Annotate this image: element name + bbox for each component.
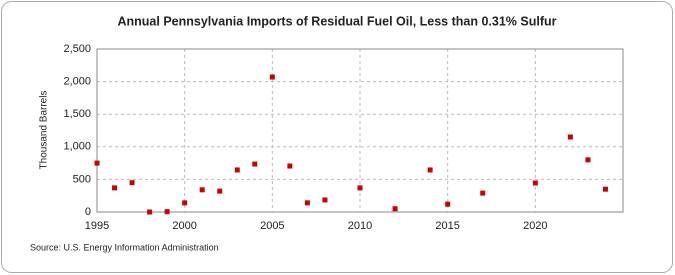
point xyxy=(392,206,398,212)
x-tick-label: 1995 xyxy=(85,220,109,232)
point xyxy=(532,180,538,186)
y-tick-label: 2,500 xyxy=(63,43,91,55)
point xyxy=(129,180,135,186)
y-tick-label: 1,000 xyxy=(63,141,91,153)
y-tick-label: 2,000 xyxy=(63,76,91,88)
y-tick-label: 1,500 xyxy=(63,108,91,120)
point xyxy=(217,188,223,194)
point xyxy=(602,186,608,192)
point xyxy=(112,185,118,191)
y-tick-label: 500 xyxy=(73,173,91,185)
x-tick-label: 2020 xyxy=(523,220,547,232)
point xyxy=(427,167,433,173)
x-tick-label: 2010 xyxy=(348,220,372,232)
point xyxy=(480,190,486,196)
point xyxy=(199,187,205,193)
x-tick-label: 2000 xyxy=(172,220,196,232)
point xyxy=(94,160,100,166)
point xyxy=(585,157,591,163)
point xyxy=(322,197,328,203)
point xyxy=(304,200,310,206)
chart-title: Annual Pennsylvania Imports of Residual … xyxy=(118,14,557,28)
point xyxy=(252,161,258,167)
point xyxy=(234,167,240,173)
point xyxy=(567,134,573,140)
x-tick-label: 2015 xyxy=(435,220,459,232)
plot-area xyxy=(96,48,624,213)
point xyxy=(287,163,293,169)
x-tick-label: 2005 xyxy=(260,220,284,232)
y-tick-label: 0 xyxy=(85,206,91,218)
source-note: Source: U.S. Energy Information Administ… xyxy=(30,242,219,252)
point xyxy=(147,209,153,215)
point xyxy=(445,201,451,207)
point xyxy=(269,74,275,80)
point xyxy=(182,200,188,206)
point xyxy=(164,209,170,215)
point xyxy=(357,185,363,191)
y-axis-label: Thousand Barrels xyxy=(39,91,50,170)
